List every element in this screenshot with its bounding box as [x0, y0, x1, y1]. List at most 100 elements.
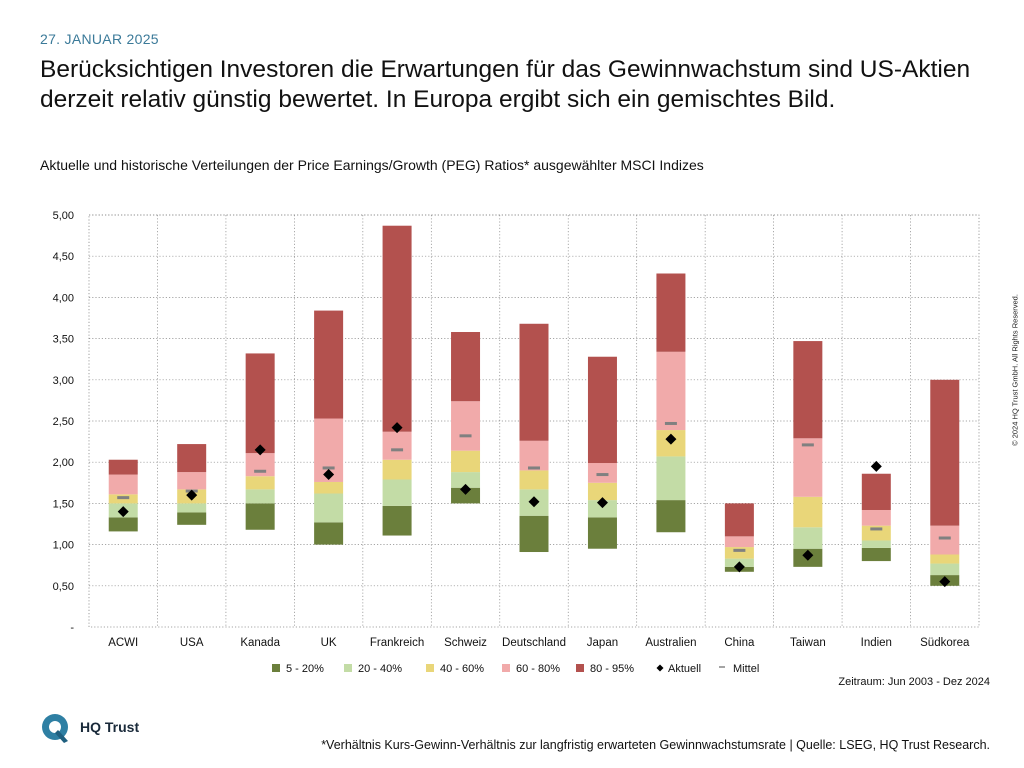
- y-tick-label: 4,50: [53, 251, 74, 263]
- bar-segment: [382, 459, 412, 480]
- bar-segment: [656, 500, 686, 533]
- y-tick-label: 3,00: [53, 375, 74, 387]
- legend-label: 20 - 40%: [358, 663, 402, 675]
- x-tick-label: Kanada: [240, 637, 280, 649]
- current-marker: [391, 422, 403, 434]
- bar-segment: [177, 472, 207, 490]
- hq-trust-logo-icon: [42, 714, 68, 743]
- bar-segment: [587, 500, 617, 518]
- logo-text: HQ Trust: [80, 719, 140, 735]
- bar-segment: [724, 536, 754, 548]
- y-tick-label: 2,50: [53, 416, 74, 428]
- bar-segment: [314, 493, 344, 523]
- bar-segment: [587, 517, 617, 549]
- bar-segment: [451, 332, 481, 402]
- bar-segment: [793, 341, 823, 439]
- page-headline: Berücksichtigen Investoren die Erwartung…: [40, 56, 971, 113]
- period-label: Zeitraum: Jun 2003 - Dez 2024: [838, 676, 990, 688]
- y-tick-label: 3,50: [53, 334, 74, 346]
- y-tick-label: 1,50: [53, 498, 74, 510]
- current-marker: [254, 444, 266, 456]
- bar-segment: [587, 482, 617, 501]
- bar-segment: [382, 479, 412, 506]
- bar-segment: [587, 463, 617, 483]
- current-marker: [323, 469, 335, 481]
- bar-segment: [656, 351, 686, 431]
- legend-label: Aktuell: [668, 663, 701, 675]
- y-tick-label: -: [70, 622, 74, 634]
- legend-diamond-icon: [656, 664, 664, 672]
- bar-segment: [519, 440, 549, 471]
- bar-segment: [314, 481, 344, 494]
- report-date: 27. JANUAR 2025: [40, 31, 159, 47]
- bar-segment: [451, 450, 481, 473]
- bar-segment: [930, 563, 960, 576]
- bar-segment: [587, 356, 617, 464]
- bar-segment: [861, 547, 891, 562]
- legend-swatch: [272, 664, 280, 672]
- bar-segment: [519, 470, 549, 490]
- bar-segment: [177, 503, 207, 513]
- current-marker: [665, 433, 677, 445]
- legend-label: 60 - 80%: [516, 663, 560, 675]
- bar-segment: [861, 509, 891, 526]
- current-marker: [186, 489, 198, 501]
- x-tick-label: China: [724, 637, 755, 649]
- legend-label: 40 - 60%: [440, 663, 484, 675]
- x-tick-label: USA: [180, 637, 204, 649]
- x-tick-label: Schweiz: [444, 637, 487, 649]
- current-marker: [939, 576, 951, 588]
- bar-segment: [656, 456, 686, 501]
- current-marker: [460, 483, 472, 495]
- bar-segment: [861, 525, 891, 541]
- bar-segment: [314, 522, 344, 545]
- bar-segment: [930, 379, 960, 526]
- y-tick-label: 2,00: [53, 457, 74, 469]
- bar-segment: [793, 438, 823, 497]
- bar-segment: [793, 496, 823, 528]
- bar-segment: [245, 453, 275, 477]
- x-tick-label: Südkorea: [920, 637, 970, 649]
- footnote: *Verhältnis Kurs-Gewinn-Verhältnis zur l…: [321, 738, 990, 752]
- y-tick-label: 1,00: [53, 540, 74, 552]
- bar-segment: [930, 554, 960, 564]
- x-tick-label: Frankreich: [370, 637, 424, 649]
- x-tick-label: Indien: [861, 637, 892, 649]
- bar-segment: [451, 472, 481, 488]
- bar-segment: [382, 431, 412, 460]
- bar-segment: [177, 512, 207, 525]
- bar-segment: [451, 487, 481, 504]
- bar-segment: [108, 517, 138, 532]
- current-marker: [733, 561, 745, 573]
- bar-segment: [656, 273, 686, 352]
- bar-segment: [519, 515, 549, 553]
- current-marker: [802, 549, 814, 561]
- chart-subtitle: Aktuelle und historische Verteilungen de…: [40, 157, 704, 173]
- bar-segment: [519, 323, 549, 441]
- legend-swatch: [426, 664, 434, 672]
- bar-segment: [451, 401, 481, 451]
- bar-segment: [382, 505, 412, 536]
- bar-segment: [245, 476, 275, 490]
- bar-segment: [930, 525, 960, 555]
- current-marker: [117, 506, 129, 518]
- bar-segment: [245, 489, 275, 504]
- bar-segment: [793, 527, 823, 549]
- bar-segment: [108, 459, 138, 475]
- legend-swatch: [502, 664, 510, 672]
- bar-segment: [245, 503, 275, 530]
- y-tick-label: 0,50: [53, 581, 74, 593]
- y-tick-label: 5,00: [53, 210, 74, 222]
- bar-segment: [724, 547, 754, 559]
- bar-segment: [245, 353, 275, 454]
- x-tick-label: Japan: [587, 637, 618, 649]
- x-tick-label: Taiwan: [790, 637, 826, 649]
- plot-frame: [88, 214, 980, 628]
- legend-swatch: [576, 664, 584, 672]
- current-marker: [596, 497, 608, 509]
- x-tick-label: Australien: [645, 637, 696, 649]
- x-tick-label: ACWI: [108, 637, 138, 649]
- bar-segment: [861, 473, 891, 510]
- bar-segment: [177, 444, 207, 473]
- legend-swatch: [344, 664, 352, 672]
